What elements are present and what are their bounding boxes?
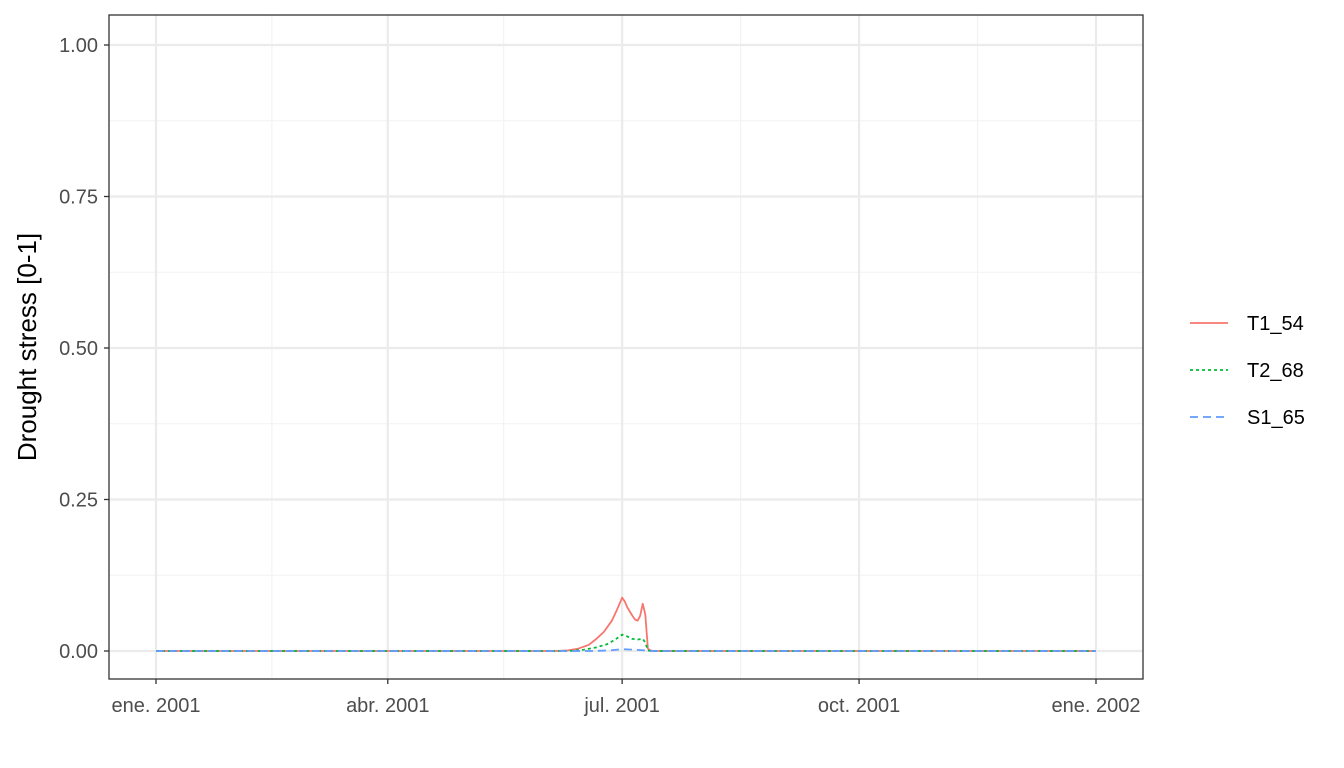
legend-label-t2-68: T2_68 (1247, 360, 1304, 382)
plot-panel-border (108, 14, 1144, 680)
x-tick-label: abr. 2001 (346, 695, 429, 717)
legend: T1_54 T2_68 S1_65 (1190, 313, 1305, 429)
y-tick-label: 0.75 (59, 187, 98, 209)
y-tick-label: 0.25 (59, 490, 98, 512)
series-line-t2-68 (156, 633, 1096, 652)
x-tick-label: ene. 2001 (112, 695, 201, 717)
legend-label-t1-54: T1_54 (1247, 313, 1304, 335)
series-line-s1-65 (156, 648, 1096, 652)
x-axis: ene. 2001 abr. 2001 jul. 2001 oct. 2001 ene.… (112, 679, 1141, 717)
y-axis: 0.00 0.25 0.50 0.75 1.00 (59, 35, 109, 663)
x-tick-label: ene. 2002 (1052, 695, 1141, 717)
major-gridlines (109, 15, 1143, 679)
y-tick-label: 1.00 (59, 35, 98, 57)
y-tick-label: 0.00 (59, 641, 98, 663)
legend-label-s1-65: S1_65 (1247, 407, 1305, 429)
x-tick-label: jul. 2001 (583, 695, 660, 717)
x-tick-label: oct. 2001 (818, 695, 900, 717)
y-axis-title: Drought stress [0-1] (12, 233, 42, 461)
series-line-t1-54 (156, 596, 1096, 652)
y-tick-label: 0.50 (59, 338, 98, 360)
series-lines (156, 596, 1096, 652)
